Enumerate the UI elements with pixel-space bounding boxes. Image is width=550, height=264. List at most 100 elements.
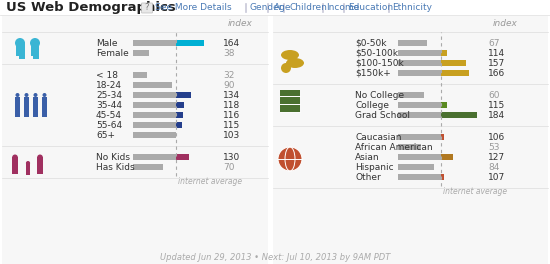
Bar bbox=[441, 174, 444, 180]
Text: 55-64: 55-64 bbox=[96, 120, 122, 130]
Bar bbox=[29, 169, 30, 175]
Bar bbox=[398, 134, 441, 140]
Text: 60: 60 bbox=[488, 91, 499, 100]
Bar bbox=[33, 97, 38, 117]
Bar bbox=[176, 40, 204, 46]
Text: 118: 118 bbox=[223, 101, 240, 110]
Circle shape bbox=[278, 147, 302, 171]
Text: 18-24: 18-24 bbox=[96, 81, 122, 89]
Bar bbox=[280, 105, 300, 112]
Text: 65+: 65+ bbox=[96, 130, 115, 139]
Text: 25-34: 25-34 bbox=[96, 91, 122, 100]
Circle shape bbox=[34, 93, 37, 97]
Bar bbox=[441, 50, 447, 56]
Text: 130: 130 bbox=[223, 153, 240, 162]
Bar bbox=[441, 112, 477, 118]
Bar bbox=[133, 72, 147, 78]
Circle shape bbox=[15, 93, 19, 97]
Text: Female: Female bbox=[96, 49, 129, 58]
Text: 164: 164 bbox=[223, 39, 240, 48]
Text: 116: 116 bbox=[223, 111, 240, 120]
Text: $0-50k: $0-50k bbox=[355, 39, 387, 48]
Bar bbox=[42, 97, 47, 117]
Bar bbox=[36, 51, 39, 59]
Circle shape bbox=[25, 93, 29, 97]
Text: No College: No College bbox=[355, 91, 404, 100]
Text: Other: Other bbox=[355, 172, 381, 182]
Text: 134: 134 bbox=[223, 91, 240, 100]
Bar bbox=[37, 157, 43, 166]
Bar bbox=[441, 102, 448, 108]
Text: Hispanic: Hispanic bbox=[355, 163, 394, 172]
Text: 107: 107 bbox=[488, 172, 505, 182]
Bar bbox=[398, 144, 421, 150]
Text: 32: 32 bbox=[223, 70, 234, 79]
Text: Education: Education bbox=[348, 3, 393, 12]
Text: 35-44: 35-44 bbox=[96, 101, 122, 110]
Bar bbox=[441, 154, 453, 160]
Bar bbox=[398, 102, 441, 108]
Bar bbox=[280, 90, 300, 96]
Bar bbox=[441, 60, 465, 66]
Text: index: index bbox=[493, 20, 518, 29]
Bar bbox=[176, 112, 183, 118]
Circle shape bbox=[34, 41, 38, 46]
Text: 157: 157 bbox=[488, 59, 505, 68]
Bar bbox=[26, 169, 28, 175]
Text: Grad School: Grad School bbox=[355, 111, 410, 120]
Text: 115: 115 bbox=[223, 120, 240, 130]
Bar bbox=[398, 60, 441, 66]
Bar bbox=[133, 112, 176, 118]
Text: Has Kids: Has Kids bbox=[96, 163, 135, 172]
Bar bbox=[34, 44, 38, 52]
Circle shape bbox=[15, 38, 25, 48]
Bar bbox=[398, 40, 427, 46]
Text: Income: Income bbox=[326, 3, 359, 12]
Bar bbox=[441, 70, 469, 76]
Bar bbox=[398, 154, 441, 160]
Bar bbox=[12, 165, 14, 173]
Text: < 18: < 18 bbox=[96, 70, 118, 79]
Bar bbox=[441, 134, 444, 140]
Text: 38: 38 bbox=[223, 49, 234, 58]
Text: internet average: internet average bbox=[178, 177, 242, 186]
Text: 114: 114 bbox=[488, 49, 505, 58]
Bar bbox=[398, 92, 424, 98]
Text: $100-150k: $100-150k bbox=[355, 59, 404, 68]
Text: 127: 127 bbox=[488, 153, 505, 162]
Text: Age: Age bbox=[274, 3, 292, 12]
Text: 45-54: 45-54 bbox=[96, 111, 122, 120]
Bar bbox=[12, 157, 18, 166]
Bar bbox=[19, 51, 21, 59]
Circle shape bbox=[42, 93, 47, 97]
Bar bbox=[133, 92, 176, 98]
Ellipse shape bbox=[286, 58, 304, 68]
Circle shape bbox=[26, 161, 30, 165]
Bar bbox=[176, 92, 191, 98]
Bar bbox=[133, 132, 176, 138]
Circle shape bbox=[19, 41, 25, 46]
Circle shape bbox=[281, 63, 291, 73]
Bar bbox=[133, 40, 176, 46]
Text: College: College bbox=[355, 101, 389, 110]
Text: 70: 70 bbox=[223, 163, 234, 172]
Bar bbox=[398, 164, 434, 170]
Text: Updated Jun 29, 2013 • Next: Jul 10, 2013 by 9AM PDT: Updated Jun 29, 2013 • Next: Jul 10, 201… bbox=[160, 253, 390, 262]
Text: 53: 53 bbox=[488, 143, 499, 152]
Text: 84: 84 bbox=[488, 163, 499, 172]
Bar bbox=[23, 51, 25, 59]
Text: See More Details: See More Details bbox=[155, 3, 232, 12]
Text: African American: African American bbox=[355, 143, 433, 152]
Bar bbox=[37, 165, 40, 173]
Bar bbox=[133, 50, 150, 56]
Text: US Web Demographics: US Web Demographics bbox=[6, 1, 176, 14]
Text: 106: 106 bbox=[488, 133, 505, 142]
Bar bbox=[176, 122, 183, 128]
Text: 103: 103 bbox=[223, 130, 240, 139]
Text: ?: ? bbox=[145, 3, 149, 12]
Bar bbox=[41, 165, 43, 173]
Circle shape bbox=[30, 38, 40, 48]
Text: 90: 90 bbox=[223, 81, 234, 89]
Text: Gender: Gender bbox=[250, 3, 283, 12]
Bar bbox=[2, 16, 268, 264]
